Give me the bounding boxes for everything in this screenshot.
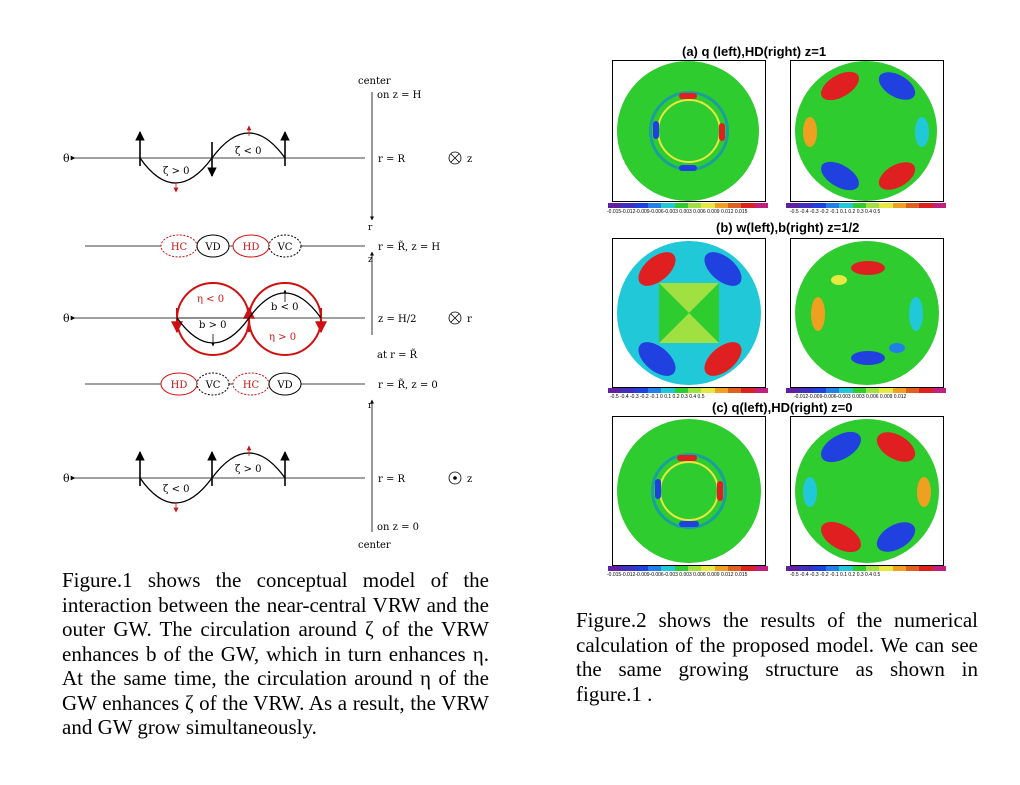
label-on-z-H: on z = H [377, 90, 422, 101]
label-r-axis-bottom: r [368, 401, 373, 411]
colorbar-c-left [608, 566, 768, 571]
label-zeta-neg-top: ζ < 0 [235, 146, 262, 157]
label-theta-bottom: θ [63, 472, 70, 485]
panel-b-title: (b) w(left),b(right) z=1/2 [716, 220, 860, 235]
label-zeta-neg-bottom: ζ < 0 [163, 484, 190, 495]
label-b-pos: b > 0 [199, 320, 227, 331]
ticks-a-right: -0.5 -0.4 -0.3 -0.2 -0.1 0.1 0.2 0.3 0.4… [790, 209, 881, 215]
cells-bottom-row: HD VC HC VD [160, 372, 302, 396]
label-center-bottom: center [358, 540, 391, 551]
label-r-eq-R-bottom: r = R [378, 474, 406, 485]
svg-text:VD: VD [204, 242, 220, 253]
colorbar-a-right [786, 203, 946, 208]
label-r-axis-1: r [368, 223, 373, 233]
svg-text:VC: VC [277, 242, 293, 253]
label-b-neg: b < 0 [271, 302, 299, 313]
into-page-symbol-top [448, 151, 462, 165]
label-z-axis-mid: z [368, 255, 373, 265]
cells-top-row: HC VD HD VC [160, 234, 302, 258]
svg-text:VC: VC [205, 380, 221, 391]
svg-text:HC: HC [243, 380, 260, 391]
panel-c-title: (c) q(left),HD(right) z=0 [712, 400, 853, 415]
colorbar-b-right [786, 388, 946, 393]
panel-b-right-plot [790, 238, 944, 388]
ticks-c-right: -0.5 -0.4 -0.3 -0.2 -0.1 0.1 0.2 0.3 0.4… [790, 572, 881, 578]
label-z-axis-bottom: z [467, 474, 472, 485]
label-z-axis-top: z [467, 154, 472, 165]
colorbar-b-left [608, 388, 768, 393]
label-eta-pos: η > 0 [269, 332, 296, 343]
figure-2-caption: Figure.2 shows the results of the numeri… [576, 608, 978, 706]
label-r-Rt-z-0: r = R̃, z = 0 [378, 379, 438, 391]
label-r-eq-R-top: r = R [378, 154, 406, 165]
svg-text:VD: VD [276, 380, 292, 391]
svg-text:HD: HD [171, 380, 188, 391]
label-z-H2: z = H/2 [378, 314, 416, 325]
figure-1-conceptual-model: center on z = H r θ r = R z ζ > 0 ζ < 0 … [63, 76, 472, 551]
into-page-symbol-mid [448, 311, 462, 325]
figure-1-caption: Figure.1 shows the conceptual model of t… [62, 568, 489, 739]
svg-text:HD: HD [243, 242, 260, 253]
colorbar-c-right [786, 566, 946, 571]
panel-a-left-plot [612, 60, 766, 202]
out-of-page-symbol-bottom [448, 471, 462, 485]
ticks-a-left: -0.015-0.012-0.009-0.006-0.003 0.003 0.0… [607, 209, 748, 215]
label-r-Rt-z-H: r = R̃, z = H [378, 241, 440, 253]
label-zeta-pos-top: ζ > 0 [163, 166, 190, 177]
panel-c-left-plot [612, 416, 766, 566]
svg-text:HC: HC [171, 242, 188, 253]
label-at-r-Rt: at r = R̃ [377, 349, 418, 361]
panel-b-left-plot [612, 238, 766, 388]
panel-a-right-plot [790, 60, 944, 202]
label-r-axis-mid: r [467, 314, 472, 325]
colorbar-a-left [608, 203, 768, 208]
label-zeta-pos-bottom: ζ > 0 [235, 464, 262, 475]
label-on-z-0: on z = 0 [377, 522, 419, 533]
label-center-top: center [358, 76, 391, 87]
ticks-b-left: -0.5 -0.4 -0.3 -0.2 -0.1 0 0.1 0.2 0.3 0… [610, 394, 705, 400]
ticks-b-right: -0.012-0.009-0.006-0.003 0.003 0.006 0.0… [794, 394, 907, 400]
ticks-c-left: -0.015-0.012-0.009-0.006-0.003 0.003 0.0… [607, 572, 748, 578]
label-eta-neg: η < 0 [197, 294, 224, 305]
panel-c-right-plot [790, 416, 944, 566]
panel-a-title: (a) q (left),HD(right) z=1 [682, 44, 827, 59]
label-theta-top: θ [63, 152, 70, 165]
label-theta-mid: θ [63, 312, 70, 325]
